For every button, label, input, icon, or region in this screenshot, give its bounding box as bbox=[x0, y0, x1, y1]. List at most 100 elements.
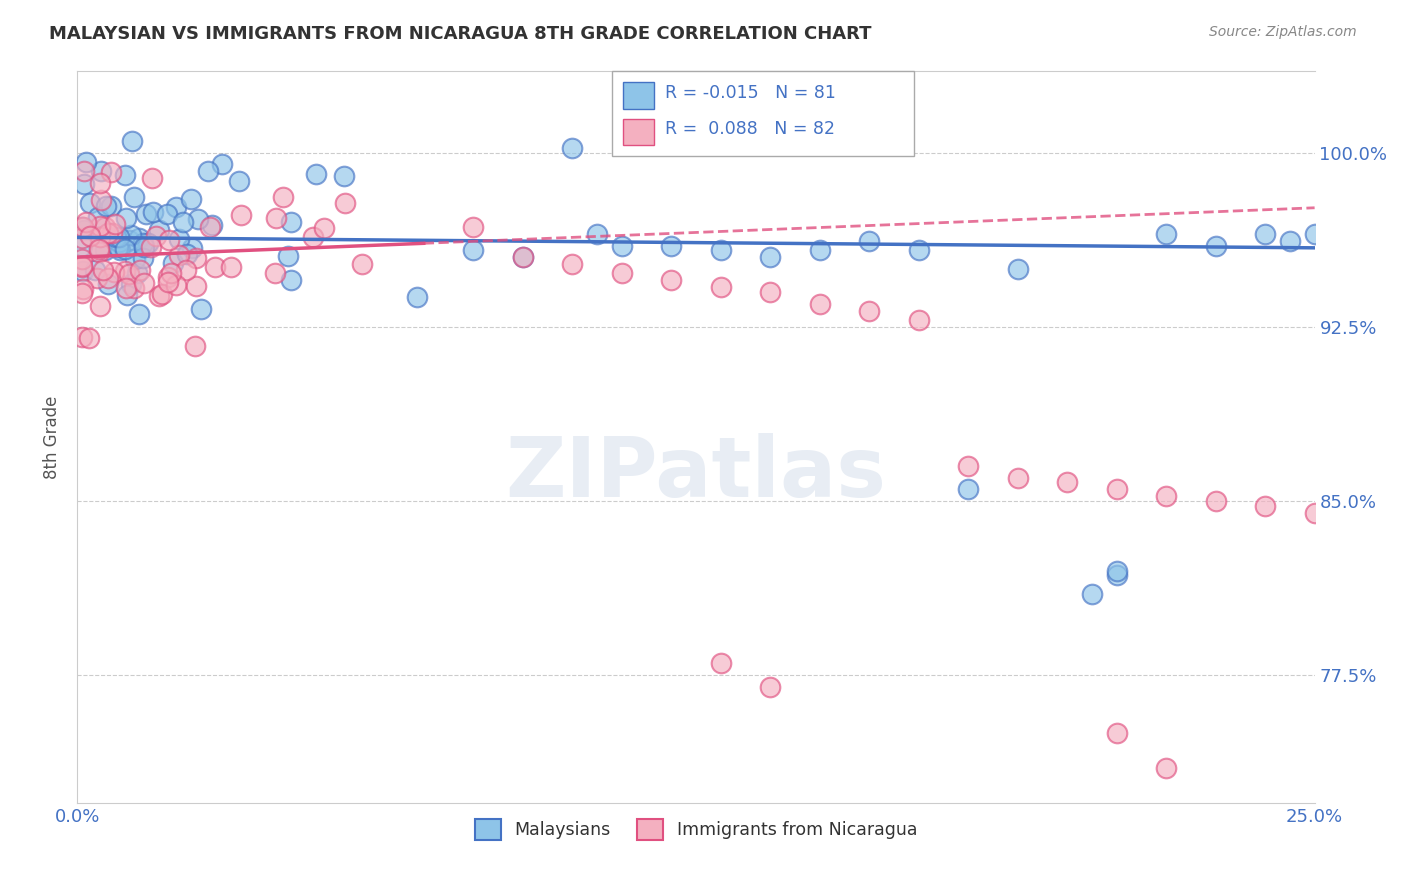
Point bbox=[87, 245, 110, 260]
Point bbox=[129, 262, 152, 277]
Legend: Malaysians, Immigrants from Nicaragua: Malaysians, Immigrants from Nicaragua bbox=[465, 811, 927, 849]
Point bbox=[90, 164, 112, 178]
Point bbox=[100, 199, 122, 213]
Point bbox=[333, 196, 356, 211]
Point bbox=[87, 240, 110, 254]
Point bbox=[186, 279, 208, 293]
Point bbox=[165, 201, 187, 215]
Point bbox=[118, 233, 141, 247]
Point bbox=[463, 219, 485, 234]
Point bbox=[162, 256, 184, 270]
Point bbox=[118, 267, 141, 281]
Point bbox=[136, 236, 159, 251]
Text: ZIPatlas: ZIPatlas bbox=[506, 434, 886, 514]
Point bbox=[79, 228, 101, 243]
Point bbox=[132, 252, 155, 266]
Point bbox=[97, 271, 120, 285]
Point bbox=[108, 244, 131, 258]
Point bbox=[72, 164, 94, 178]
Point bbox=[1056, 475, 1078, 490]
Point bbox=[1105, 483, 1128, 497]
Point bbox=[759, 250, 782, 264]
Point bbox=[264, 266, 287, 280]
Point bbox=[352, 257, 374, 271]
Point bbox=[141, 171, 163, 186]
Point bbox=[72, 259, 94, 273]
Point bbox=[89, 219, 111, 233]
Point bbox=[107, 229, 129, 244]
Point bbox=[198, 220, 221, 235]
Point bbox=[561, 257, 583, 271]
Point bbox=[94, 219, 117, 234]
Point bbox=[586, 227, 609, 241]
Point bbox=[610, 238, 633, 252]
Point bbox=[759, 285, 782, 299]
Point bbox=[277, 249, 299, 263]
Point bbox=[103, 265, 125, 279]
Point bbox=[73, 223, 96, 237]
Point bbox=[122, 281, 145, 295]
Point bbox=[957, 483, 980, 497]
Point bbox=[1303, 506, 1326, 520]
Point bbox=[107, 240, 129, 254]
Point bbox=[127, 266, 149, 280]
Point bbox=[1303, 227, 1326, 241]
Point bbox=[77, 331, 100, 345]
Point bbox=[228, 174, 250, 188]
Point bbox=[907, 243, 929, 257]
Point bbox=[406, 290, 429, 304]
Point bbox=[180, 241, 202, 255]
Point bbox=[148, 223, 170, 237]
Text: R = -0.015   N = 81: R = -0.015 N = 81 bbox=[665, 84, 837, 102]
Point bbox=[957, 459, 980, 474]
Point bbox=[145, 229, 167, 244]
Point bbox=[312, 221, 335, 235]
Point bbox=[1154, 227, 1177, 241]
Point bbox=[75, 215, 97, 229]
Point bbox=[120, 277, 142, 291]
Text: R =  0.088   N = 82: R = 0.088 N = 82 bbox=[665, 120, 835, 138]
Point bbox=[157, 233, 180, 247]
Point bbox=[72, 231, 94, 245]
Point bbox=[907, 313, 929, 327]
Point bbox=[108, 235, 131, 250]
Point bbox=[148, 289, 170, 303]
Point bbox=[97, 226, 120, 240]
Point bbox=[105, 230, 128, 244]
Point bbox=[122, 190, 145, 204]
Point bbox=[139, 240, 162, 254]
Point bbox=[132, 235, 155, 250]
Point bbox=[150, 287, 173, 301]
Point bbox=[305, 167, 328, 181]
Point bbox=[72, 219, 94, 234]
Point bbox=[512, 250, 534, 264]
Point bbox=[75, 155, 97, 169]
Point bbox=[1105, 564, 1128, 578]
Text: Source: ZipAtlas.com: Source: ZipAtlas.com bbox=[1209, 25, 1357, 39]
Point bbox=[280, 215, 302, 229]
Point bbox=[1105, 726, 1128, 740]
Point bbox=[512, 250, 534, 264]
Point bbox=[114, 168, 136, 182]
Point bbox=[120, 227, 142, 242]
Point bbox=[100, 165, 122, 179]
Point bbox=[72, 264, 94, 278]
Point bbox=[183, 339, 205, 353]
Y-axis label: 8th Grade: 8th Grade bbox=[44, 395, 62, 479]
Point bbox=[1154, 761, 1177, 775]
Point bbox=[101, 226, 124, 240]
Point bbox=[115, 287, 138, 301]
Point bbox=[72, 260, 94, 274]
Point bbox=[231, 208, 253, 222]
Point bbox=[659, 273, 682, 287]
Point bbox=[1154, 489, 1177, 503]
Point bbox=[72, 285, 94, 300]
Point bbox=[174, 263, 197, 277]
Point bbox=[84, 263, 107, 277]
Point bbox=[132, 276, 155, 290]
Point bbox=[1007, 471, 1029, 485]
Point bbox=[176, 247, 198, 261]
Point bbox=[73, 177, 96, 191]
Point bbox=[156, 270, 179, 285]
Point bbox=[180, 192, 202, 206]
